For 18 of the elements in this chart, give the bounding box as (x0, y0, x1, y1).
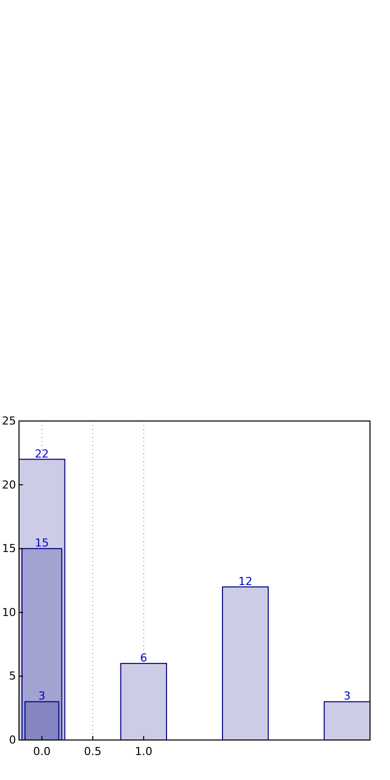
y-tick-label: 25 (2, 414, 16, 428)
x-tick-label: 0.5 (84, 745, 102, 758)
data-label: 12 (238, 574, 252, 588)
bar (222, 586, 269, 740)
x-tick-label: 1.0 (134, 745, 152, 758)
data-label: 3 (344, 690, 351, 703)
y-tick-label: 10 (2, 606, 16, 619)
y-tick-label: 5 (9, 670, 16, 683)
y-tick-label: 0 (9, 734, 16, 747)
data-label: 3 (38, 690, 46, 703)
y-tick-label: 20 (2, 478, 16, 492)
bar (120, 662, 168, 740)
data-label: 22 (34, 447, 49, 460)
data-label: 6 (140, 651, 148, 664)
x-tick-label: 0.0 (33, 745, 51, 758)
data-label: 15 (34, 536, 49, 550)
bar (324, 701, 370, 740)
y-tick-label: 15 (2, 542, 16, 556)
